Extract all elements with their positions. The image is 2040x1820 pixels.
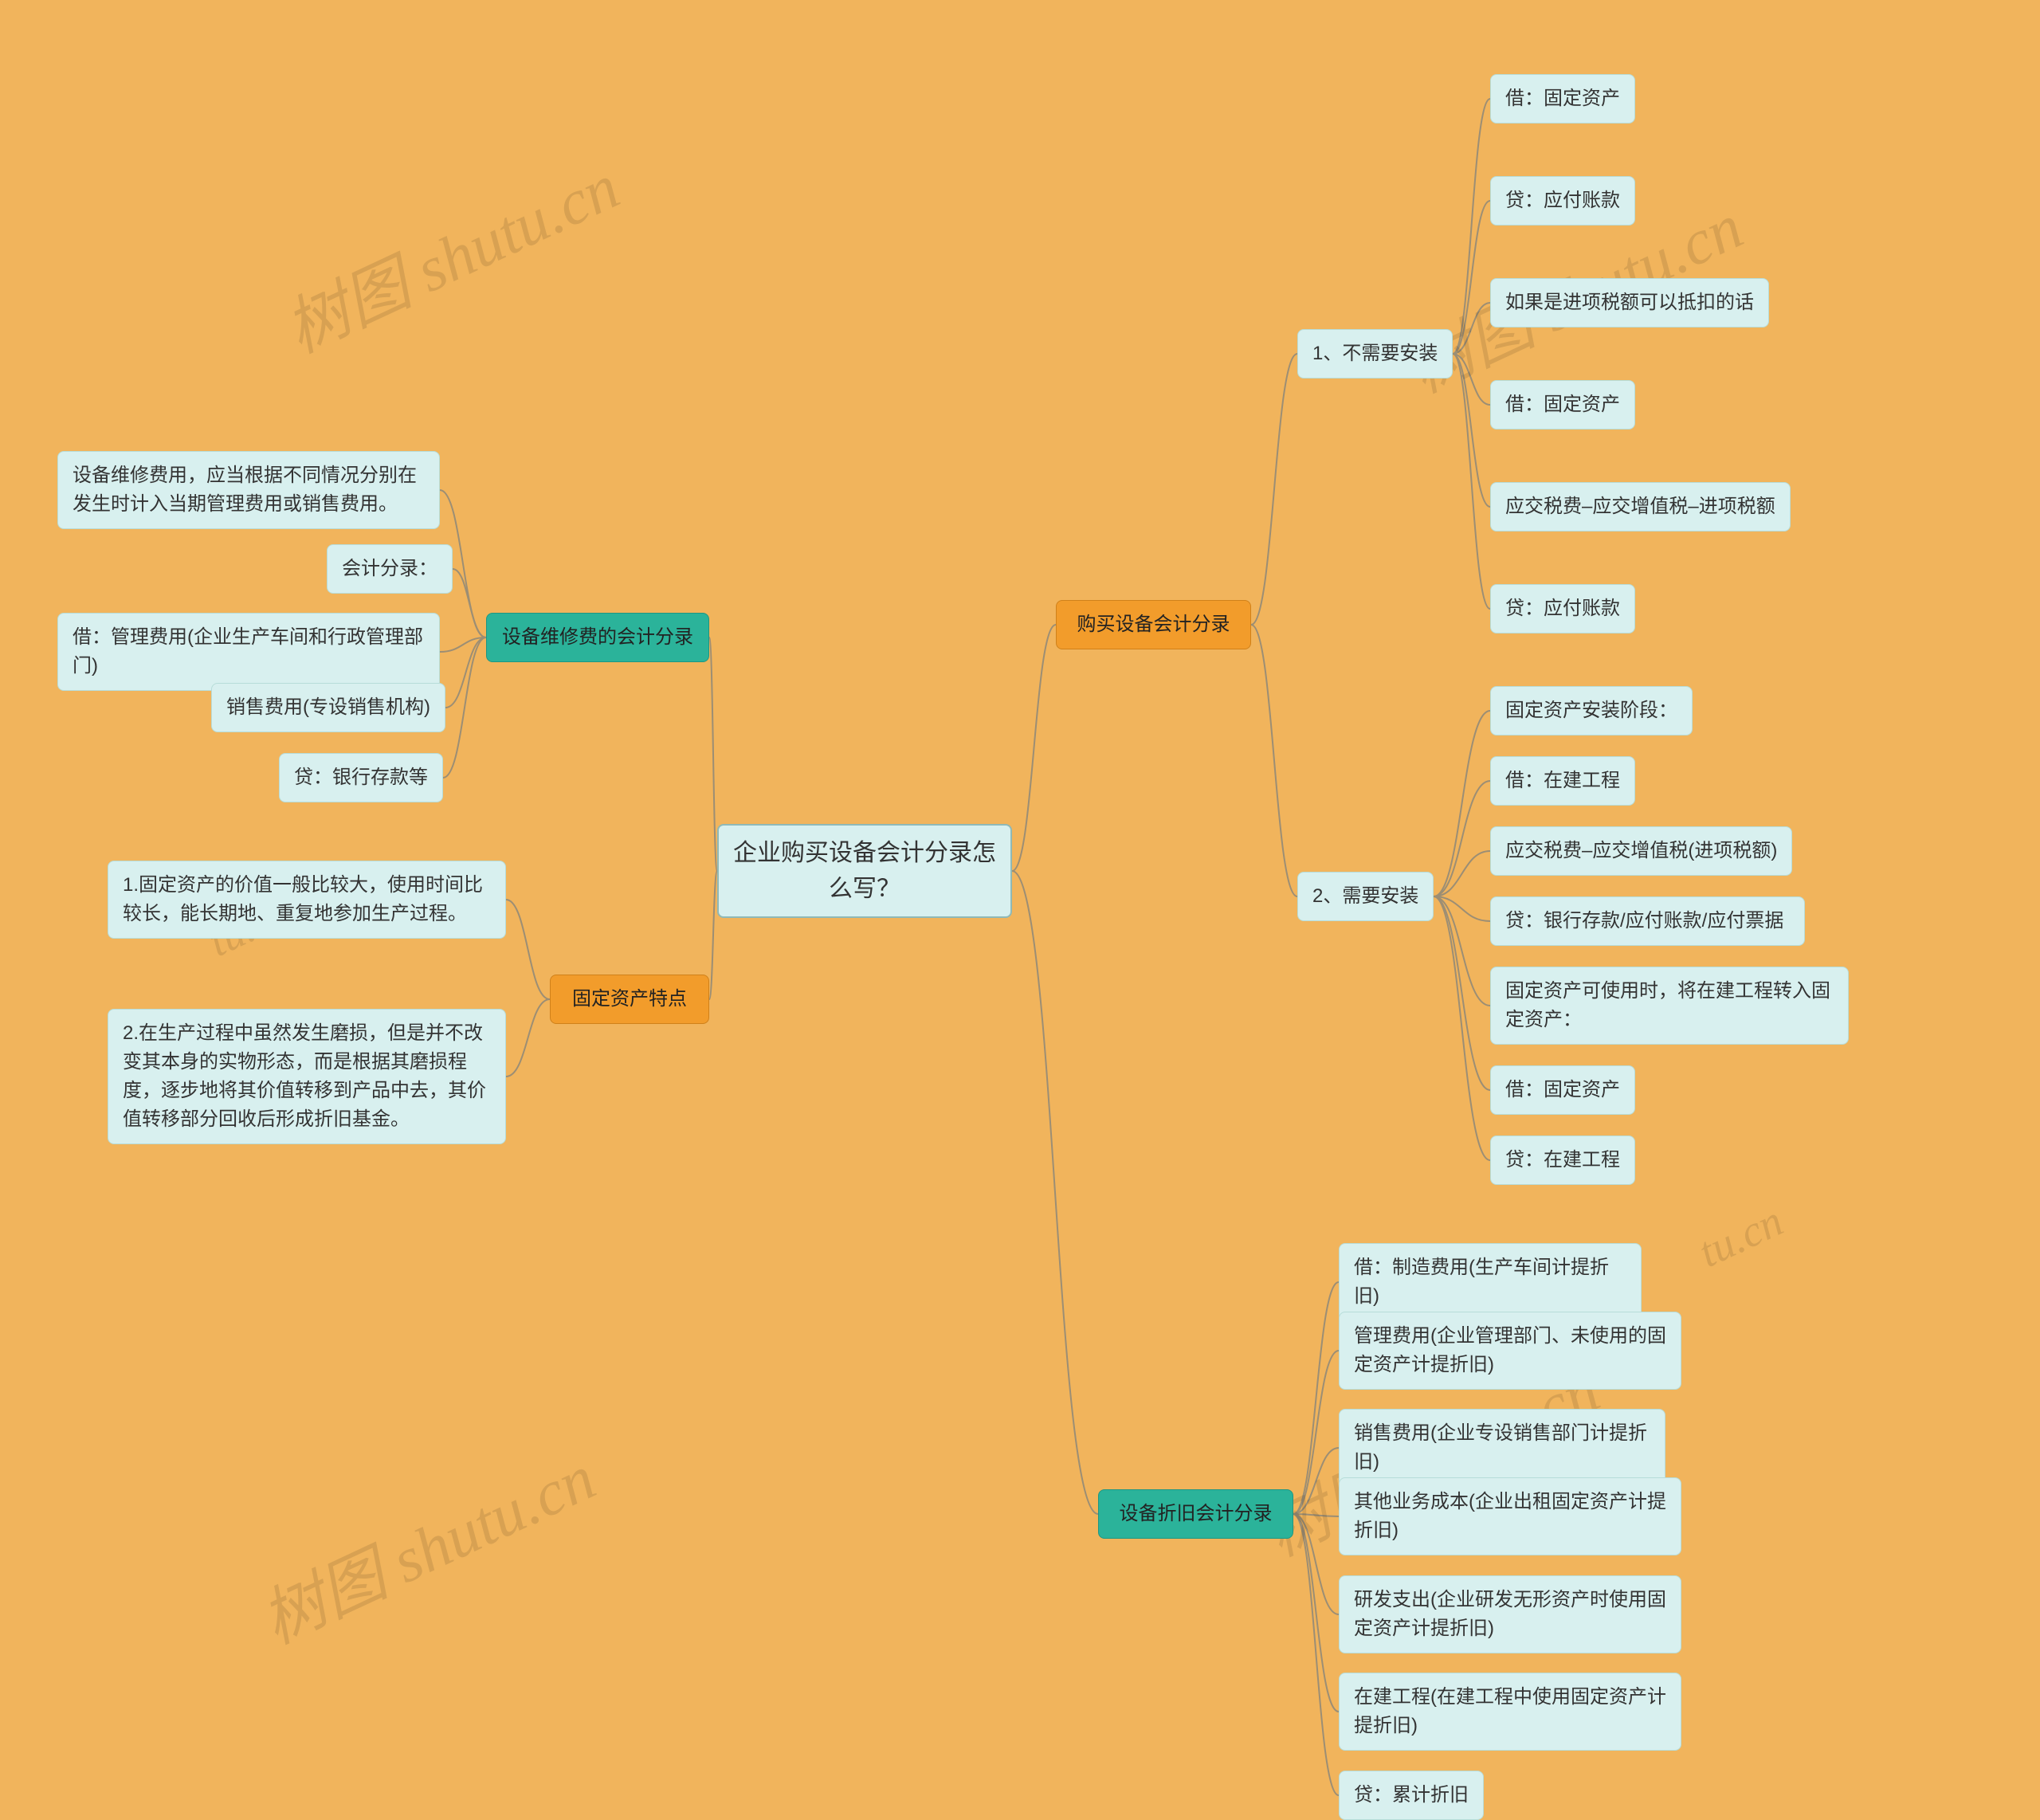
- watermark: 树图 shutu.cn: [245, 1427, 608, 1662]
- leaf-text: 管理费用(企业管理部门、未使用的固定资产计提折旧): [1354, 1325, 1666, 1375]
- leaf-text: 研发支出(企业研发无形资产时使用固定资产计提折旧): [1354, 1589, 1666, 1639]
- leaf-node: 贷：应付账款: [1490, 584, 1635, 633]
- leaf-node: 贷：银行存款/应付账款/应付票据: [1490, 896, 1805, 946]
- leaf-node: 固定资产安装阶段：: [1490, 686, 1693, 735]
- leaf-node: 贷：银行存款等: [279, 753, 443, 802]
- leaf-text: 贷：应付账款: [1505, 598, 1620, 619]
- leaf-node: 在建工程(在建工程中使用固定资产计提折旧): [1339, 1673, 1681, 1751]
- root-node[interactable]: 企业购买设备会计分录怎么写？: [717, 824, 1012, 918]
- leaf-node: 1.固定资产的价值一般比较大，使用时间比较长，能长期地、重复地参加生产过程。: [108, 861, 506, 939]
- leaf-text: 借：固定资产: [1505, 88, 1620, 109]
- branch-label: 固定资产特点: [572, 988, 687, 1010]
- leaf-node: 会计分录：: [327, 544, 453, 594]
- leaf-text: 贷：应付账款: [1505, 190, 1620, 211]
- leaf-text: 应交税费–应交增值税–进项税额: [1505, 496, 1775, 517]
- leaf-node: 固定资产可使用时，将在建工程转入固定资产：: [1490, 967, 1849, 1045]
- leaf-text: 1.固定资产的价值一般比较大，使用时间比较长，能长期地、重复地参加生产过程。: [123, 874, 483, 924]
- leaf-text: 会计分录：: [342, 558, 437, 579]
- leaf-text: 如果是进项税额可以抵扣的话: [1505, 292, 1754, 313]
- leaf-text: 借：固定资产: [1505, 1079, 1620, 1100]
- leaf-node: 研发支出(企业研发无形资产时使用固定资产计提折旧): [1339, 1575, 1681, 1653]
- branch-label: 设备维修费的会计分录: [502, 626, 693, 648]
- leaf-text: 应交税费–应交增值税(进项税额): [1505, 840, 1777, 861]
- leaf-node: 借：在建工程: [1490, 756, 1635, 806]
- leaf-node: 管理费用(企业管理部门、未使用的固定资产计提折旧): [1339, 1312, 1681, 1390]
- watermark: tu.cn: [1691, 1195, 1791, 1277]
- branch-fixed-asset-traits[interactable]: 固定资产特点: [550, 975, 709, 1024]
- branch-label: 设备折旧会计分录: [1120, 1503, 1273, 1524]
- subbranch-no-install[interactable]: 1、不需要安装: [1297, 329, 1453, 379]
- leaf-node: 如果是进项税额可以抵扣的话: [1490, 278, 1769, 328]
- watermark: 树图 shutu.cn: [269, 136, 632, 371]
- subbranch-label: 1、不需要安装: [1312, 343, 1438, 364]
- leaf-text: 设备维修费用，应当根据不同情况分别在发生时计入当期管理费用或销售费用。: [73, 465, 417, 515]
- leaf-node: 应交税费–应交增值税–进项税额: [1490, 482, 1791, 531]
- leaf-text: 销售费用(企业专设销售部门计提折旧): [1354, 1422, 1647, 1473]
- leaf-node: 借：固定资产: [1490, 380, 1635, 430]
- leaf-node: 应交税费–应交增值税(进项税额): [1490, 826, 1792, 876]
- leaf-node: 借：固定资产: [1490, 1065, 1635, 1115]
- leaf-node: 2.在生产过程中虽然发生磨损，但是并不改变其本身的实物形态，而是根据其磨损程度，…: [108, 1009, 506, 1144]
- leaf-node: 贷：累计折旧: [1339, 1771, 1484, 1820]
- leaf-text: 借：固定资产: [1505, 394, 1620, 415]
- branch-label: 购买设备会计分录: [1077, 614, 1230, 635]
- leaf-node: 贷：在建工程: [1490, 1136, 1635, 1185]
- leaf-text: 销售费用(专设销售机构): [226, 696, 430, 718]
- leaf-text: 2.在生产过程中虽然发生磨损，但是并不改变其本身的实物形态，而是根据其磨损程度，…: [123, 1022, 486, 1130]
- leaf-text: 固定资产安装阶段：: [1505, 700, 1677, 721]
- branch-depreciation-entries[interactable]: 设备折旧会计分录: [1098, 1489, 1293, 1539]
- subbranch-need-install[interactable]: 2、需要安装: [1297, 872, 1434, 921]
- leaf-text: 固定资产可使用时，将在建工程转入固定资产：: [1505, 980, 1830, 1030]
- leaf-node: 销售费用(企业专设销售部门计提折旧): [1339, 1409, 1665, 1487]
- root-label: 企业购买设备会计分录怎么写？: [733, 840, 996, 902]
- leaf-node: 贷：应付账款: [1490, 176, 1635, 226]
- leaf-text: 在建工程(在建工程中使用固定资产计提折旧): [1354, 1686, 1666, 1736]
- leaf-text: 贷：在建工程: [1505, 1149, 1620, 1171]
- leaf-text: 贷：银行存款等: [294, 767, 428, 788]
- leaf-node: 借：固定资产: [1490, 74, 1635, 124]
- leaf-text: 其他业务成本(企业出租固定资产计提折旧): [1354, 1491, 1666, 1541]
- leaf-text: 贷：银行存款/应付账款/应付票据: [1505, 910, 1783, 932]
- leaf-text: 借：在建工程: [1505, 770, 1620, 791]
- leaf-node: 其他业务成本(企业出租固定资产计提折旧): [1339, 1477, 1681, 1555]
- subbranch-label: 2、需要安装: [1312, 885, 1418, 907]
- leaf-text: 贷：累计折旧: [1354, 1784, 1469, 1806]
- leaf-text: 借：制造费用(生产车间计提折旧): [1354, 1257, 1609, 1307]
- leaf-node: 借：制造费用(生产车间计提折旧): [1339, 1243, 1642, 1321]
- branch-repair-entries[interactable]: 设备维修费的会计分录: [486, 613, 709, 662]
- leaf-text: 借：管理费用(企业生产车间和行政管理部门): [73, 626, 423, 677]
- leaf-node: 销售费用(专设销售机构): [211, 683, 445, 732]
- leaf-node: 设备维修费用，应当根据不同情况分别在发生时计入当期管理费用或销售费用。: [57, 451, 440, 529]
- branch-purchase-entries[interactable]: 购买设备会计分录: [1056, 600, 1251, 649]
- leaf-node: 借：管理费用(企业生产车间和行政管理部门): [57, 613, 440, 691]
